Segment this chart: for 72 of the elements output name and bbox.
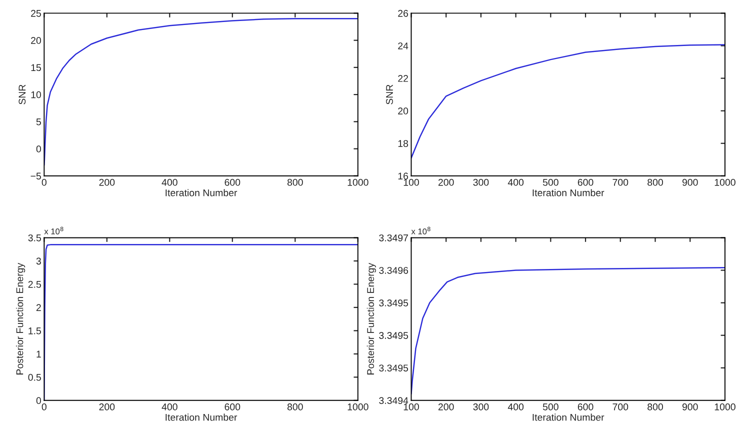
- y-tick-label: 2.5: [28, 280, 41, 288]
- y-tick-label: 1: [36, 350, 41, 358]
- x-tick-label: 800: [648, 178, 663, 186]
- x-tick-label: 400: [162, 178, 178, 186]
- x-tick-label: 600: [578, 403, 594, 410]
- x-tick-label: 200: [99, 178, 115, 186]
- y-tick-label: 10: [31, 91, 42, 98]
- y-tick-label: 3.3497: [379, 234, 408, 242]
- y-axis-title: SNR: [386, 84, 393, 104]
- x-tick-label: 300: [473, 403, 489, 410]
- y-tick-label: 5: [36, 118, 41, 126]
- y-tick-label: 25: [31, 10, 41, 17]
- y-tick-label: 16: [398, 172, 408, 180]
- x-tick-label: 0: [42, 178, 46, 186]
- y-tick-label: 24: [398, 42, 408, 50]
- x-tick-label: 1000: [714, 403, 736, 410]
- x-tick-label: 700: [612, 403, 628, 410]
- y-tick-label: 3.5: [28, 234, 41, 242]
- x-axis-title: Iteration Number: [166, 189, 238, 196]
- x-tick-label: 800: [287, 178, 303, 186]
- x-tick-label: 600: [224, 178, 240, 186]
- y-tick-label: 22: [398, 75, 408, 82]
- y-tick-label: 0: [36, 146, 41, 152]
- y-tick-label: 3.3495: [379, 364, 408, 372]
- x-tick-label: 1000: [348, 403, 368, 410]
- y-tick-label: 0: [36, 397, 41, 404]
- x-tick-label: 800: [287, 403, 303, 410]
- x-tick-label: 400: [162, 403, 178, 410]
- x-tick-label: 1000: [714, 178, 736, 186]
- y-tick-label: −5: [30, 172, 41, 180]
- line-series: [44, 18, 358, 166]
- x-axis-title: Iteration Number: [532, 189, 604, 196]
- line-series: [411, 267, 725, 395]
- y-tick-label: 3.3496: [379, 266, 408, 274]
- x-tick-label: 200: [438, 178, 454, 186]
- x-tick-label: 800: [648, 403, 663, 410]
- x-tick-label: 600: [224, 403, 240, 410]
- x-axis-title: Iteration Number: [532, 414, 604, 421]
- y-tick-label: 20: [31, 37, 42, 44]
- y-tick-label: 2: [36, 304, 41, 311]
- x-tick-label: 700: [612, 178, 628, 186]
- x-tick-label: 100: [404, 178, 419, 186]
- y-axis-title: Posterior Function Energy: [16, 262, 26, 374]
- x-tick-label: 400: [508, 178, 524, 186]
- y-tick-label: 1.5: [28, 328, 41, 334]
- x-tick-label: 200: [99, 403, 115, 410]
- x-tick-label: 200: [438, 403, 454, 410]
- x-tick-label: 1000: [348, 178, 368, 186]
- x-tick-label: 0: [42, 403, 46, 410]
- x-tick-label: 600: [578, 178, 594, 186]
- x-tick-label: 900: [682, 178, 698, 186]
- y-tick-label: 26: [398, 10, 408, 17]
- x-tick-label: 900: [682, 403, 698, 410]
- y-tick-label: 3.3495: [379, 332, 408, 339]
- y-tick-label: 3: [36, 258, 41, 265]
- y-axis-title: Posterior Function Energy: [366, 262, 376, 374]
- x-tick-label: 400: [508, 403, 524, 410]
- y-tick-label: 0.5: [28, 374, 41, 381]
- x-axis-title: Iteration Number: [166, 414, 238, 421]
- y-tick-label: 3.3494: [379, 397, 408, 404]
- x-tick-label: 500: [542, 403, 558, 410]
- y-tick-label: 20: [398, 108, 408, 114]
- y-tick-label: 3.3495: [379, 300, 408, 306]
- x-tick-label: 100: [404, 403, 419, 410]
- x-tick-label: 300: [473, 178, 489, 186]
- y-tick-label: 15: [31, 64, 41, 72]
- y-tick-label: 18: [398, 140, 408, 147]
- text: x 10$^{8}$: [411, 226, 430, 234]
- x-tick-label: 500: [542, 178, 558, 186]
- text: x 10$^{8}$: [44, 226, 64, 234]
- y-axis-title: SNR: [18, 84, 26, 104]
- line-series: [411, 44, 725, 159]
